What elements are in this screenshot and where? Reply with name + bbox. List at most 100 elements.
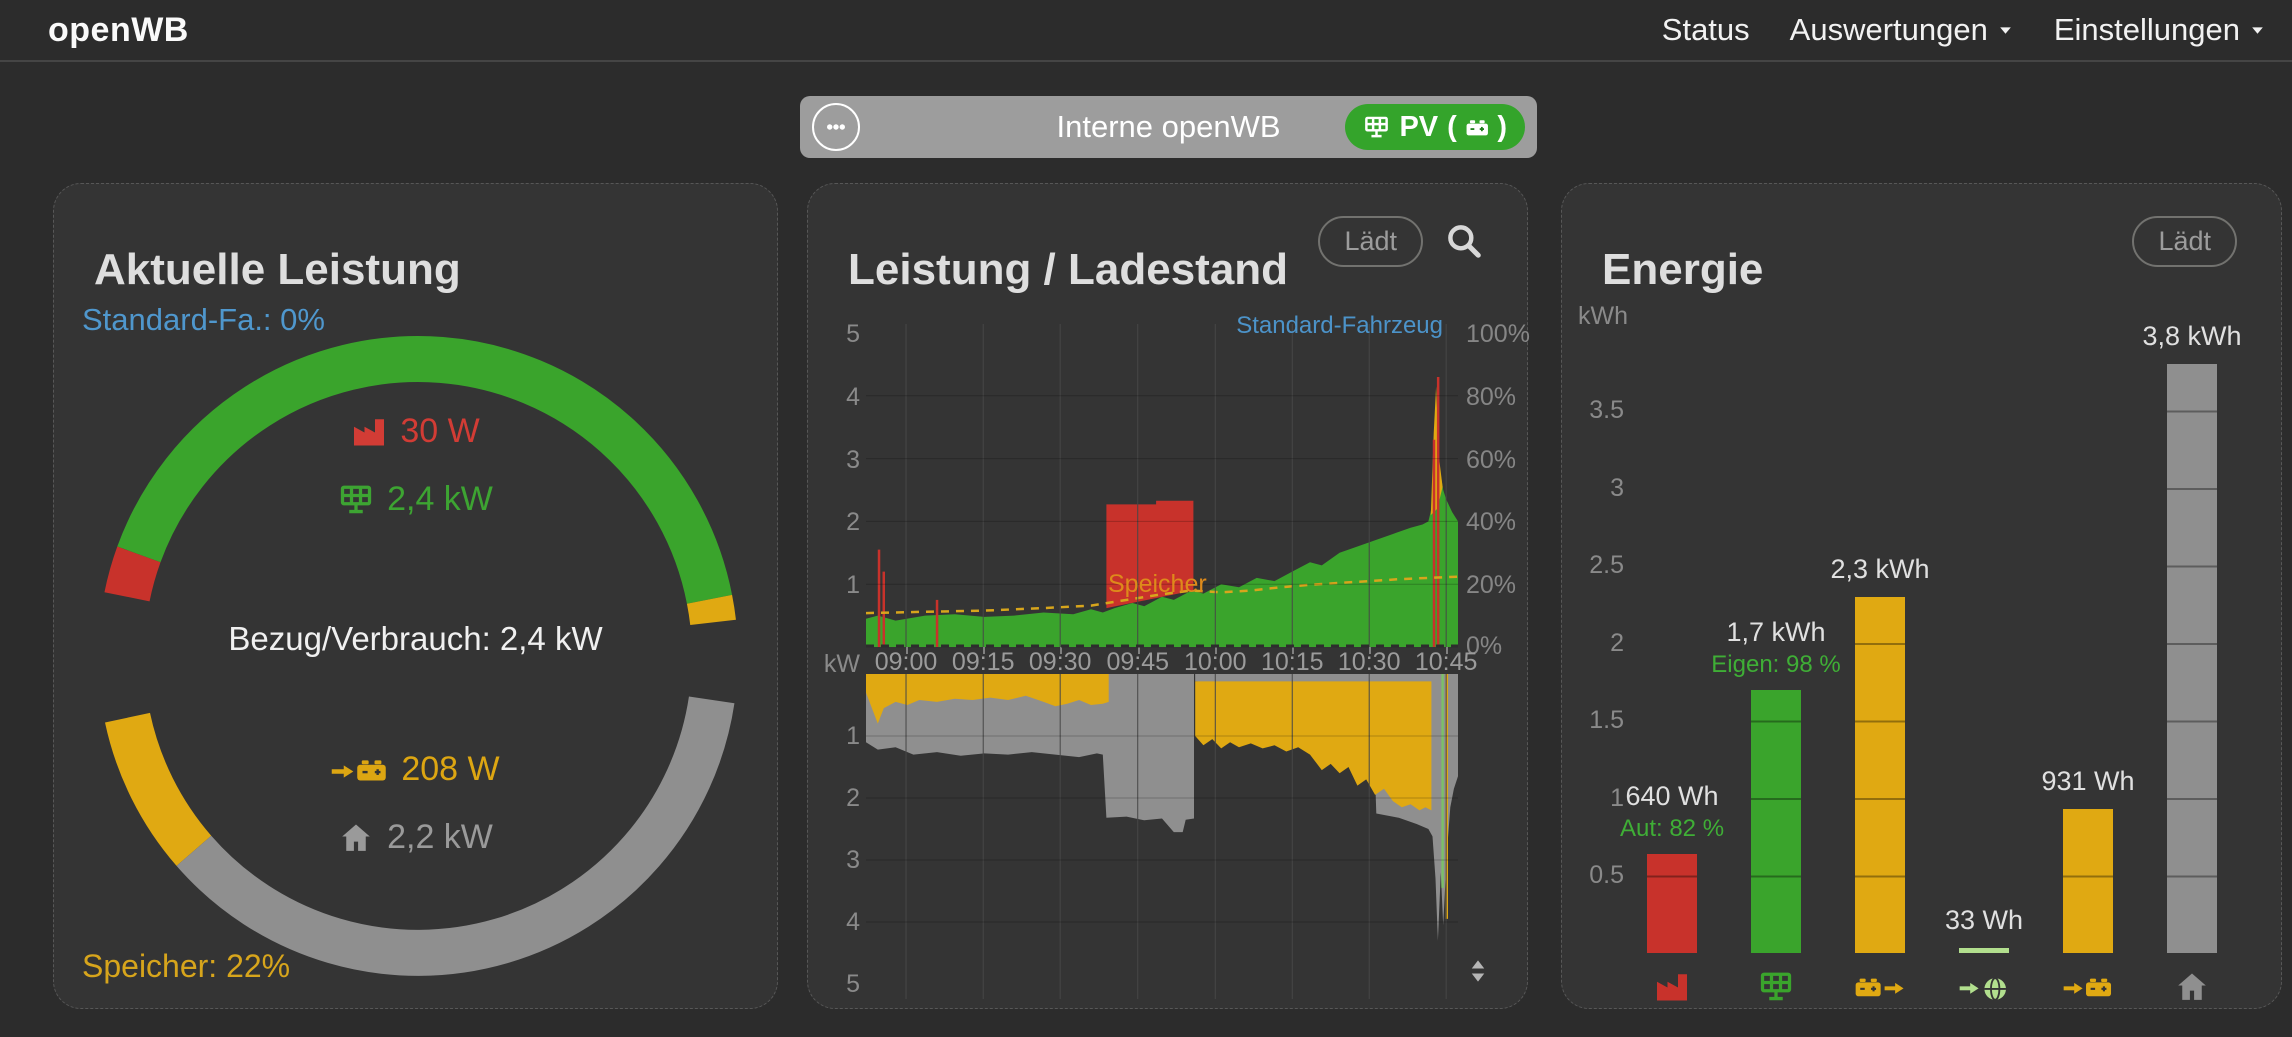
chargepoint-menu-button[interactable] (812, 103, 860, 151)
energy-bar-labels: 640 Wh Aut: 82 % (1572, 780, 1772, 844)
storage-soc-label: Speicher: 22% (82, 948, 291, 984)
energy-bar-labels: 33 Wh (1884, 904, 2084, 938)
charge-mode-badge[interactable]: PV ( ) (1345, 104, 1525, 150)
house-icon (2167, 969, 2217, 1005)
axis-tick (1369, 647, 1372, 654)
axis-tick (1292, 647, 1295, 654)
axis-tick-label: 2 (846, 508, 860, 537)
axis-tick-label: 0% (1466, 632, 1503, 660)
card-aktuelle-leistung: Aktuelle Leistung Standard-Fa.: 0% 30 W … (53, 183, 778, 1009)
gauge-segment-speicher-ladung (105, 712, 212, 866)
gauge-segment-hausverbrauch (176, 696, 735, 976)
grid-power-row: 30 W (54, 412, 777, 451)
nav-item-auswertungen[interactable]: Auswertungen (1790, 12, 2014, 48)
energy-axis-tick: 3 (1610, 473, 1624, 502)
nav-item-label: Auswertungen (1789, 12, 1988, 47)
axis-tick-label: 5 (846, 320, 860, 348)
gauge-segment-pv (117, 336, 733, 604)
house-power-value: 2,2 kW (387, 818, 493, 856)
house-power-row: 2,2 kW (54, 818, 777, 857)
pv-power-value: 2,4 kW (387, 480, 493, 518)
energy-bar-factory (1647, 853, 1697, 953)
axis-tick-label: 20% (1466, 571, 1517, 600)
axis-tick-label: 1 (846, 722, 860, 750)
axis-tick (1060, 647, 1063, 654)
card-title: Aktuelle Leistung (94, 244, 461, 294)
energy-bar-labels: 1,7 kWh Eigen: 98 % (1676, 616, 1876, 680)
energy-axis-tick: 0.5 (1589, 861, 1624, 889)
energy-bar-house (2167, 364, 2217, 953)
badge-label: PV (1399, 110, 1439, 143)
energy-bar-sublabel: Eigen: 98 % (1711, 650, 1841, 678)
chevron-down-icon (1997, 22, 2014, 39)
laedt-status-button[interactable]: Lädt (1318, 216, 1423, 267)
battery-charge-value: 208 W (401, 750, 500, 788)
grid-consumption-label: Bezug/Verbrauch: 2,4 kW (228, 620, 603, 657)
factory-icon (1647, 969, 1697, 1005)
energy-axis-tick: 2.5 (1589, 551, 1624, 579)
energy-bar-arrow-globe (1959, 947, 2009, 953)
nav-item-label: Einstellungen (2053, 12, 2240, 47)
energy-bar-value: 1,7 kWh (1726, 616, 1826, 647)
energy-bar-sublabel: Aut: 82 % (1619, 814, 1725, 842)
chevron-down-icon (2249, 22, 2266, 39)
energy-axis-tick: 1 (1610, 783, 1624, 812)
nav-item-status[interactable]: Status (1662, 12, 1750, 48)
power-plot-bottom (866, 674, 1458, 999)
energy-axis-tick: 3.5 (1589, 396, 1624, 424)
battery-icon (1466, 114, 1489, 141)
energy-bar-value: 640 Wh (1625, 781, 1719, 812)
energy-bar-arrow-battery (2063, 808, 2113, 953)
card-title: Energie (1602, 244, 1764, 294)
card-leistung-ladestand: Leistung / Ladestand Lädt 5 4 3 2 1 100% 80% 60… (807, 183, 1530, 1009)
vehicle-soc-label: Standard-Fa.: 0% (82, 302, 325, 337)
axis-tick-label: 3 (846, 445, 860, 474)
grid-power-value: 30 W (400, 412, 480, 450)
energy-bar-value: 2,3 kWh (1830, 553, 1930, 584)
laedt-status-button[interactable]: Lädt (2132, 216, 2237, 267)
axis-tick-label: 5 (846, 970, 860, 998)
arrow-battery-icon (2063, 969, 2113, 1005)
energy-bar-value: 931 Wh (2041, 765, 2135, 796)
brand-logo[interactable]: openWB (48, 10, 189, 49)
nav-menu: Status Auswertungen Einstellungen (1662, 12, 2266, 48)
axis-tick-label: 40% (1466, 508, 1517, 537)
energy-axis-tick: 1.5 (1589, 706, 1624, 734)
axis-tick (906, 647, 909, 654)
energy-bar-chart: 640 Wh Aut: 82 % 1,7 kWh Eigen: 98 % 2,3 kWh… (1620, 184, 2242, 1001)
energy-bar-value: 33 Wh (1944, 905, 2024, 936)
card-title: Leistung / Ladestand (848, 244, 1289, 294)
axis-tick (1137, 647, 1140, 654)
solar-panel-icon (1363, 114, 1390, 141)
axis-tick-label: 1 (846, 571, 860, 600)
energy-axis-tick: 2 (1610, 628, 1624, 657)
axis-tick-label: 4 (846, 908, 860, 936)
gauge-segment-netzbezug (104, 546, 161, 602)
axis-tick-label: 100% (1466, 320, 1530, 348)
battery-arrow-icon (1855, 969, 1905, 1005)
solar-panel-icon (1751, 969, 1801, 1005)
energy-bar-battery-arrow (1855, 596, 1905, 953)
card-energie: Energie Lädt kWh 3.5 3 2.5 2 1.5 1 0.5 640 Wh Au… (1561, 183, 2282, 1009)
chargepoint-bar: Interne openWB PV ( ) (800, 96, 1537, 158)
house-icon (338, 820, 374, 856)
axis-tick-label: 80% (1466, 382, 1517, 411)
sort-icon[interactable] (1463, 956, 1493, 986)
factory-icon (351, 414, 387, 450)
search-icon[interactable] (1445, 222, 1483, 260)
axis-tick (1215, 647, 1218, 654)
badge-paren: ( (1447, 110, 1457, 143)
arrow-globe-icon (1959, 969, 2009, 1005)
axis-tick-label: kW (823, 650, 860, 678)
axis-tick-label: 3 (846, 846, 860, 874)
nav-item-einstellungen[interactable]: Einstellungen (2054, 12, 2266, 48)
axis-tick-label: 60% (1466, 445, 1517, 474)
battery-charge-row: 208 W (54, 750, 777, 789)
ellipsis-icon (823, 114, 849, 140)
navbar: openWB Status Auswertungen Einstellungen (0, 0, 2292, 62)
energy-bar-value: 3,8 kWh (2142, 321, 2242, 352)
pv-power-row: 2,4 kW (54, 480, 777, 519)
solar-panel-icon (338, 482, 374, 518)
power-gauge (104, 336, 736, 976)
